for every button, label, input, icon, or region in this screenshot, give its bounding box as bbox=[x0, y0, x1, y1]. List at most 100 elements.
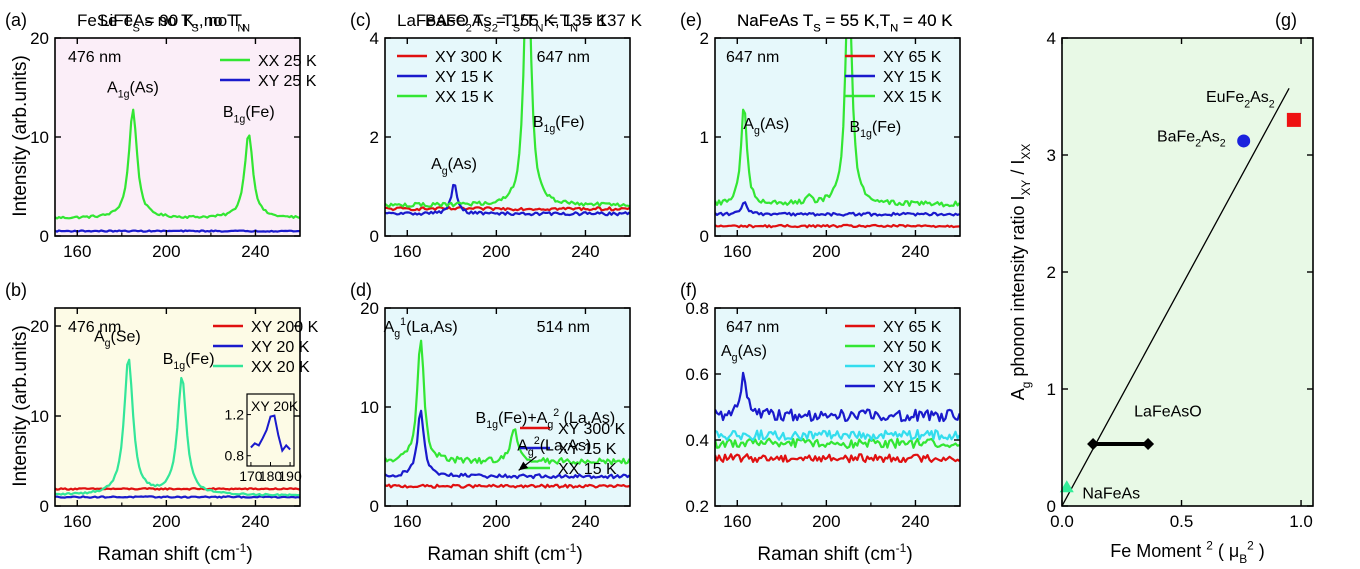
series-line-d-2 bbox=[385, 339, 630, 466]
point-marker-diamond-1 bbox=[1142, 437, 1155, 450]
inset-frame bbox=[246, 393, 295, 467]
panel-title-d: LaFeAsO TS = 155 K,TN = 137 K bbox=[397, 11, 643, 34]
legend-label-f-2: XY 30 K bbox=[883, 359, 942, 376]
ytick-label-b-1: 10 bbox=[30, 407, 49, 426]
panel-label-b: (b) bbox=[5, 280, 27, 300]
xtick-label-c-1: 200 bbox=[482, 242, 510, 261]
ytick-label-f-0: 0.2 bbox=[685, 497, 709, 516]
panel-b: (b) FeSe TS = 90 K, no TN XY 200 K XY 20 K X… bbox=[5, 11, 319, 531]
ytick-label-f-2: 0.6 bbox=[685, 365, 709, 384]
panel-title-b: FeSe TS = 90 K, no TN bbox=[77, 11, 246, 34]
series-line-c-0 bbox=[385, 206, 630, 212]
ytick-label-c-2: 4 bbox=[370, 29, 379, 48]
fit-line bbox=[1062, 87, 1290, 506]
legend-label-a-0: XX 25 K bbox=[258, 53, 317, 70]
shared-xlabels: Raman shift (cm-1) Raman shift (cm-1) Ra… bbox=[97, 541, 912, 565]
ytick-label-e-0: 0 bbox=[700, 227, 709, 246]
series-line-d-0 bbox=[385, 483, 630, 489]
peak-annotation-d-2: Ag2(La,As) bbox=[517, 435, 591, 459]
xtick-label-b-0: 160 bbox=[63, 512, 91, 531]
series-line-b-1 bbox=[55, 495, 300, 499]
peak-annotation-b-0: Ag(Se) bbox=[94, 328, 141, 349]
inset-xtick-label-2: 190 bbox=[278, 468, 302, 484]
point-label-3: NaFeAs bbox=[1082, 485, 1140, 502]
panel-label-g: (g) bbox=[1275, 10, 1297, 30]
series-group-d bbox=[385, 339, 630, 489]
peak-annotation-e-1: B1g(Fe) bbox=[849, 119, 901, 140]
xtick-label-c-2: 240 bbox=[571, 242, 599, 261]
xtick-label-d-2: 240 bbox=[571, 512, 599, 531]
wavelength-label-d: 514 nm bbox=[537, 319, 590, 336]
ytick-label-c-0: 0 bbox=[370, 227, 379, 246]
point-label-2: LaFeAsO bbox=[1134, 403, 1202, 420]
xtick-label-b-2: 240 bbox=[241, 512, 269, 531]
series-line-f-2 bbox=[715, 429, 960, 442]
panel-a: (a) LiFeAs no TS, no TN XX 25 K XY 25 K 476 … bbox=[5, 10, 317, 261]
annotation-arrowhead-d bbox=[518, 461, 529, 471]
ytick-label-d-1: 10 bbox=[360, 398, 379, 417]
ytick-label-g-0: 0 bbox=[1047, 497, 1056, 516]
series-line-e-0 bbox=[715, 223, 960, 229]
wavelength-label-a: 476 nm bbox=[68, 49, 121, 66]
axes-frame-b bbox=[54, 307, 301, 507]
xtick-label-g-2: 1.0 bbox=[1289, 512, 1313, 531]
ytick-label-f-1: 0.4 bbox=[685, 431, 709, 450]
inset-xtick-label-1: 180 bbox=[259, 468, 283, 484]
peak-annotation-a-1: B1g(Fe) bbox=[223, 104, 275, 125]
panel-title-f: NaFeAs TS = 55 K,TN = 40 K bbox=[737, 11, 953, 34]
legend-label-f-1: XY 50 K bbox=[883, 339, 942, 356]
xtick-label-g-1: 0.5 bbox=[1170, 512, 1194, 531]
panel-f: (f) NaFeAs TS = 55 K,TN = 40 K XY 65 K XY 5… bbox=[680, 11, 961, 531]
peak-annotation-e-0: Ag(As) bbox=[743, 116, 789, 137]
legend-label-a-1: XY 25 K bbox=[258, 73, 317, 90]
ytick-label-d-0: 0 bbox=[370, 497, 379, 516]
panel-label-a: (a) bbox=[5, 10, 27, 30]
point-marker-circle bbox=[1237, 134, 1251, 148]
xtick-label-b-1: 200 bbox=[152, 512, 180, 531]
panel-g: (g) EuFe2As2 BaFe2As2 LaFeAsO NaFeAs Ag phono… bbox=[1008, 10, 1314, 566]
xtick-label-d-1: 200 bbox=[482, 512, 510, 531]
legend-label-f-0: XY 65 K bbox=[883, 319, 942, 336]
wavelength-label-b: 476 nm bbox=[68, 319, 121, 336]
series-line-b-2 bbox=[55, 358, 300, 497]
peak-annotation-c-1: B1g(Fe) bbox=[533, 114, 585, 135]
y-axis-label-a: Intensity (arb.units) bbox=[10, 55, 31, 217]
panel-title-e: NaFeAs TS = 55 K,TN = 40 K bbox=[737, 11, 953, 34]
scatter-group bbox=[1062, 87, 1290, 506]
inset-ytick-label-0: 0.8 bbox=[225, 448, 245, 464]
panel-label-d: (d) bbox=[350, 280, 372, 300]
panel-title-a: LiFeAs no TS, no TN bbox=[100, 11, 250, 34]
series-group-b bbox=[55, 358, 300, 499]
ytick-label-a-1: 10 bbox=[30, 128, 49, 147]
xtick-label-e-2: 240 bbox=[901, 242, 929, 261]
xtick-label-f-1: 200 bbox=[812, 512, 840, 531]
inset-line bbox=[250, 414, 291, 453]
y-axis-label-g: Ag phonon intensity ratio IXY / IXX bbox=[1008, 144, 1033, 401]
inset-xtick-label-0: 170 bbox=[239, 468, 263, 484]
ytick-label-e-2: 2 bbox=[700, 29, 709, 48]
ytick-label-e-1: 1 bbox=[700, 128, 709, 147]
series-line-a-1 bbox=[55, 229, 300, 233]
series-line-f-0 bbox=[715, 453, 960, 464]
inset-label: XY 20K bbox=[251, 398, 299, 414]
xtick-label-a-0: 160 bbox=[63, 242, 91, 261]
series-group-c bbox=[385, 38, 630, 217]
peak-annotation-a-0: A1g(As) bbox=[107, 79, 159, 100]
wavelength-label-f: 647 nm bbox=[726, 319, 779, 336]
legend-label-b-2: XX 20 K bbox=[251, 359, 310, 376]
legend-label-e-2: XX 15 K bbox=[883, 89, 942, 106]
legend-label-c-0: XY 300 K bbox=[435, 49, 503, 66]
series-group-f bbox=[715, 371, 960, 464]
x-axis-label-d: Raman shift (cm-1) bbox=[427, 541, 582, 565]
ytick-label-g-3: 3 bbox=[1047, 146, 1056, 165]
panel-label-e: (e) bbox=[680, 10, 702, 30]
plot-area-f bbox=[715, 308, 960, 506]
point-marker-square bbox=[1286, 112, 1301, 127]
point-label-1: BaFe2As2 bbox=[1157, 128, 1226, 149]
plot-area-e bbox=[715, 38, 960, 236]
ytick-label-a-0: 0 bbox=[40, 227, 49, 246]
legend-label-b-1: XY 20 K bbox=[251, 339, 310, 356]
xtick-label-a-2: 240 bbox=[241, 242, 269, 261]
